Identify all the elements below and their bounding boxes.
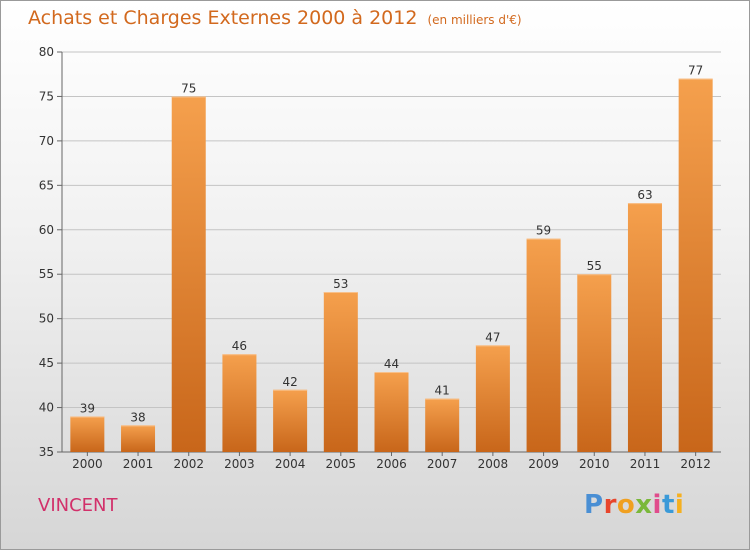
- bar-value-label: 38: [130, 410, 145, 424]
- x-tick-label: 2010: [579, 457, 610, 471]
- brand-letter: P: [584, 490, 604, 520]
- bar-value-label: 53: [333, 277, 348, 291]
- bar-value-label: 41: [435, 384, 450, 398]
- brand-letter: t: [661, 490, 675, 520]
- commune-name: VINCENT: [38, 495, 118, 516]
- bar-value-label: 59: [536, 224, 551, 238]
- x-tick-label: 2002: [173, 457, 204, 471]
- bar: [425, 398, 460, 452]
- bar-value-label: 39: [80, 401, 95, 415]
- y-tick-label: 45: [39, 356, 54, 370]
- bar: [70, 416, 105, 452]
- x-tick-label: 2006: [376, 457, 407, 471]
- bar: [222, 354, 257, 452]
- bar: [374, 372, 409, 452]
- brand-letter: i: [674, 490, 685, 520]
- bar: [121, 425, 156, 452]
- x-tick-label: 2012: [680, 457, 711, 471]
- chart-subtitle: (en milliers d'€): [427, 13, 522, 27]
- bar-value-label: 75: [181, 81, 196, 95]
- y-tick-label: 35: [39, 445, 54, 459]
- y-tick-label: 65: [39, 178, 54, 192]
- y-tick-label: 80: [39, 45, 54, 59]
- bar-value-label: 63: [637, 188, 652, 202]
- chart-title: Achats et Charges Externes 2000 à 2012 (e…: [28, 7, 522, 29]
- y-tick-label: 75: [39, 89, 54, 103]
- x-tick-label: 2007: [427, 457, 458, 471]
- brand-letter: o: [616, 490, 636, 520]
- bar: [627, 203, 662, 452]
- bar-value-label: 42: [282, 375, 297, 389]
- label-layer: 39 2000 38 2001 75 2002 46 2003 42 2004 53 2005 44 20…: [72, 64, 711, 471]
- bar: [323, 292, 358, 452]
- y-tick-label: 50: [39, 312, 54, 326]
- bar-value-label: 55: [587, 259, 602, 273]
- bar: [577, 274, 612, 452]
- x-tick-label: 2008: [478, 457, 509, 471]
- y-tick-label: 60: [39, 223, 54, 237]
- brand-letter: i: [652, 490, 662, 520]
- y-tick-label: 70: [39, 134, 54, 148]
- x-tick-label: 2005: [326, 457, 357, 471]
- brand-letter: x: [635, 490, 653, 520]
- x-tick-label: 2009: [528, 457, 559, 471]
- x-tick-label: 2003: [224, 457, 255, 471]
- bar-value-label: 44: [384, 357, 399, 371]
- bar: [678, 78, 713, 453]
- bar: [475, 345, 510, 452]
- brand-letter: r: [603, 490, 617, 520]
- bar: [273, 389, 308, 452]
- bar-value-label: 47: [485, 330, 500, 344]
- y-tick-label: 40: [39, 401, 54, 415]
- bar-value-label: 77: [688, 64, 703, 78]
- proxiti-logo[interactable]: Proxiti: [584, 490, 684, 520]
- bar: [171, 96, 206, 452]
- y-tick-label: 55: [39, 267, 54, 281]
- x-tick-label: 2001: [123, 457, 154, 471]
- x-tick-label: 2011: [630, 457, 661, 471]
- x-tick-label: 2004: [275, 457, 306, 471]
- chart-title-text: Achats et Charges Externes 2000 à 2012: [28, 7, 418, 29]
- bar: [526, 238, 561, 452]
- bar-layer: [70, 78, 713, 453]
- bar-value-label: 46: [232, 339, 247, 353]
- x-tick-label: 2000: [72, 457, 103, 471]
